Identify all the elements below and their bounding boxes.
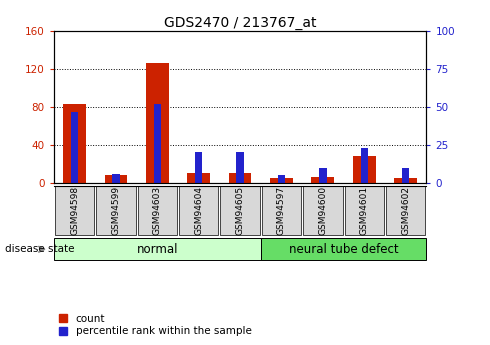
Bar [312, 177, 334, 183]
Bar [71, 111, 78, 183]
Bar [154, 104, 161, 183]
Text: GSM94598: GSM94598 [70, 186, 79, 235]
Text: GSM94604: GSM94604 [194, 186, 203, 235]
Legend: count, percentile rank within the sample: count, percentile rank within the sample [59, 314, 252, 336]
Text: GSM94601: GSM94601 [360, 186, 369, 235]
Bar [195, 152, 202, 183]
Bar [402, 168, 409, 183]
Text: GSM94599: GSM94599 [111, 186, 121, 235]
Bar [278, 175, 285, 183]
Bar [361, 148, 368, 183]
Bar [394, 178, 417, 183]
Bar [353, 156, 376, 183]
Bar [63, 104, 86, 183]
Text: GSM94597: GSM94597 [277, 186, 286, 235]
Text: disease state: disease state [5, 244, 74, 254]
Text: GSM94605: GSM94605 [236, 186, 245, 235]
Bar [146, 63, 169, 183]
Text: GSM94600: GSM94600 [318, 186, 327, 235]
Bar [229, 173, 251, 183]
Title: GDS2470 / 213767_at: GDS2470 / 213767_at [164, 16, 317, 30]
Text: normal: normal [137, 243, 178, 256]
Bar [236, 152, 244, 183]
Bar [270, 178, 293, 183]
Bar [104, 175, 127, 183]
Bar [187, 173, 210, 183]
Bar [112, 174, 120, 183]
Text: GSM94602: GSM94602 [401, 186, 410, 235]
Bar [319, 168, 326, 183]
Text: GSM94603: GSM94603 [153, 186, 162, 235]
Text: neural tube defect: neural tube defect [289, 243, 398, 256]
